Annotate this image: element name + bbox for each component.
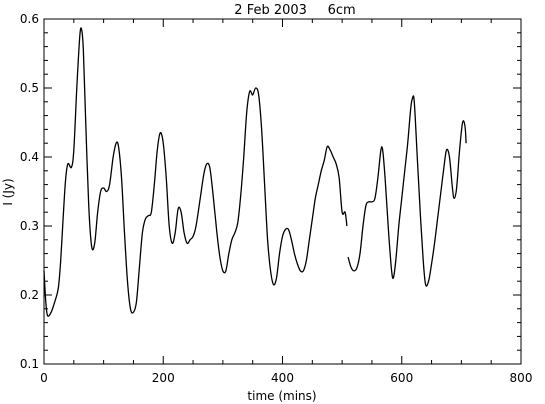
plot-frame — [43, 18, 522, 365]
flux-series — [43, 27, 467, 317]
x-tick-label: 0 — [40, 371, 48, 385]
chart-title: 2 Feb 2003 6cm — [234, 3, 355, 18]
x-tick-label: 800 — [510, 371, 533, 385]
x-tick-label: 600 — [390, 371, 413, 385]
y-axis-ticks: 0.1 0.2 0.3 0.4 0.5 0.6 — [20, 12, 521, 371]
y-tick-label: 0.5 — [20, 81, 39, 95]
y-tick-label: 0.6 — [20, 12, 39, 26]
x-tick-label: 400 — [271, 371, 294, 385]
y-tick-label: 0.3 — [20, 219, 39, 233]
x-tick-label: 200 — [152, 371, 175, 385]
series-line-segment — [43, 27, 348, 317]
y-tick-label: 0.1 — [20, 357, 39, 371]
y-tick-label: 0.2 — [20, 288, 39, 302]
y-tick-label: 0.4 — [20, 150, 39, 164]
series-line-segment — [347, 95, 467, 287]
x-axis-ticks: 0 200 400 600 800 — [40, 19, 532, 385]
y-axis-label: I (Jy) — [1, 178, 15, 205]
x-axis-label: time (mins) — [247, 389, 316, 403]
